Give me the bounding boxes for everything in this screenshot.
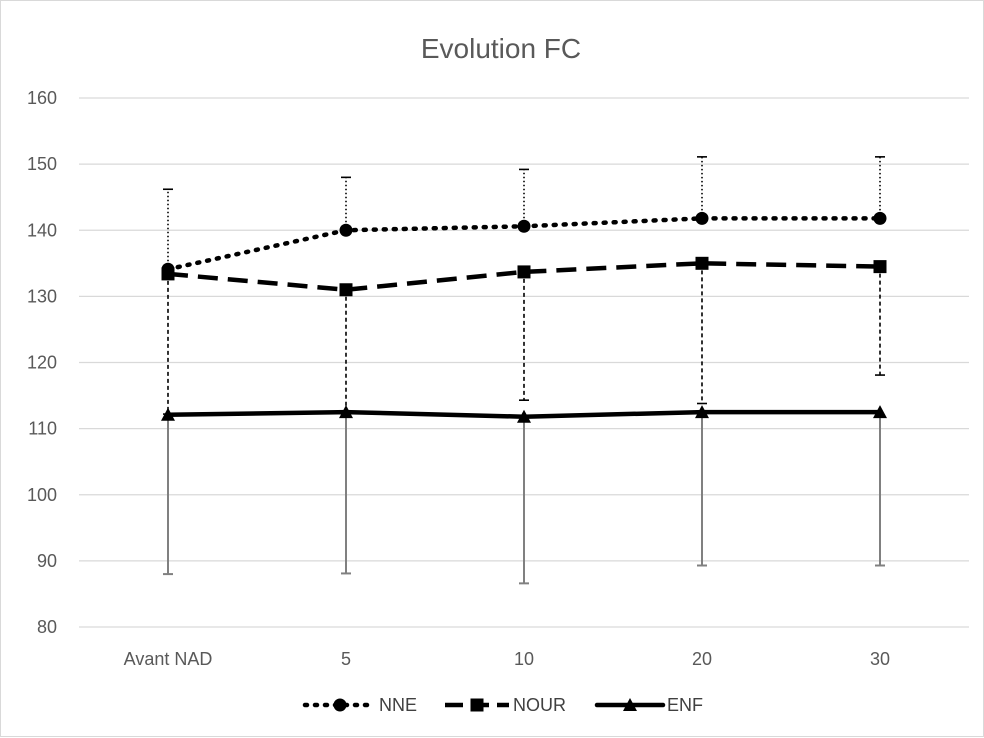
point-enf-4 xyxy=(873,405,887,419)
legend-label-enf: ENF xyxy=(667,695,703,715)
point-nne-3 xyxy=(695,211,709,225)
point-nour-0 xyxy=(161,267,175,281)
series-markers xyxy=(161,211,887,423)
chart-title: Evolution FC xyxy=(421,33,581,64)
legend-label-nne: NNE xyxy=(379,695,417,715)
point-nour-1 xyxy=(339,283,353,297)
legend-marker-nne xyxy=(333,698,347,712)
y-tick-label-160: 160 xyxy=(27,88,57,108)
point-enf-3 xyxy=(695,405,709,419)
point-nne-4 xyxy=(873,211,887,225)
x-tick-label-10: 10 xyxy=(514,649,534,669)
legend-label-nour: NOUR xyxy=(513,695,566,715)
error-bars xyxy=(163,156,885,585)
x-axis-labels: Avant NAD 5 10 20 30 xyxy=(124,649,890,669)
point-nne-2 xyxy=(517,219,531,233)
y-axis-labels: 80 90 100 110 120 130 140 150 160 xyxy=(27,88,57,637)
y-tick-label-110: 110 xyxy=(28,419,57,439)
point-enf-1 xyxy=(339,405,353,419)
point-enf-0 xyxy=(161,407,175,421)
legend: NNE NOUR ENF xyxy=(302,695,703,715)
point-nour-4 xyxy=(873,260,887,274)
y-tick-label-130: 130 xyxy=(27,286,57,306)
point-enf-2 xyxy=(517,409,531,423)
x-tick-label-avant-nad: Avant NAD xyxy=(124,649,213,669)
legend-item-enf: ENF xyxy=(594,695,703,715)
y-tick-label-90: 90 xyxy=(37,551,57,571)
legend-marker-enf xyxy=(623,698,637,711)
y-tick-label-150: 150 xyxy=(27,154,57,174)
y-tick-label-120: 120 xyxy=(27,353,57,373)
point-nour-3 xyxy=(695,256,709,270)
y-tick-label-80: 80 xyxy=(37,617,57,637)
point-nour-2 xyxy=(517,265,531,279)
legend-item-nne: NNE xyxy=(302,695,417,715)
y-tick-label-140: 140 xyxy=(27,220,57,240)
point-nne-1 xyxy=(339,223,353,237)
y-tick-label-100: 100 xyxy=(27,485,57,505)
x-tick-label-5: 5 xyxy=(341,649,351,669)
legend-item-nour: NOUR xyxy=(445,695,566,715)
x-tick-label-30: 30 xyxy=(870,649,890,669)
legend-marker-nour xyxy=(470,698,484,712)
x-tick-label-20: 20 xyxy=(692,649,712,669)
